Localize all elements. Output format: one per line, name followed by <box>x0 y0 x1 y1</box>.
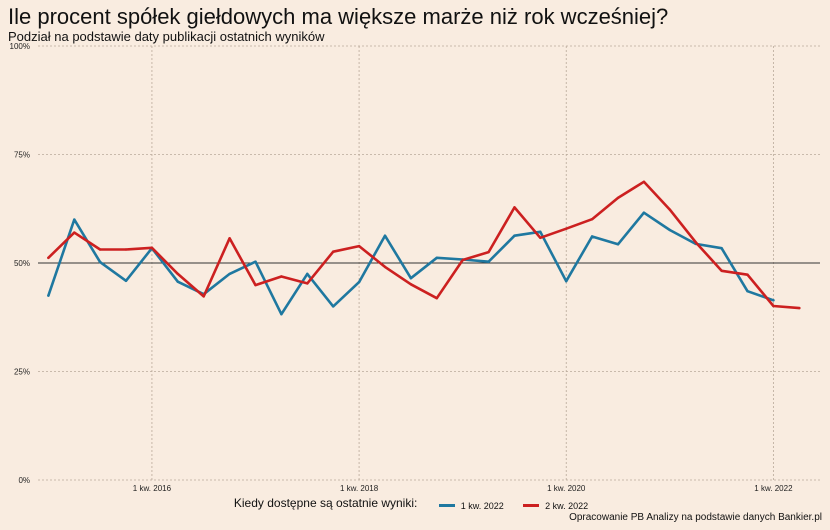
data-point-series-2 <box>124 248 128 251</box>
data-point-series-2 <box>357 244 361 248</box>
data-point-series-1 <box>280 313 283 316</box>
data-point-series-1 <box>98 260 102 264</box>
legend-swatch-series-2 <box>523 504 540 507</box>
data-point-series-2 <box>694 241 697 244</box>
data-point-series-1 <box>746 290 749 293</box>
data-point-series-2 <box>720 269 723 272</box>
data-point-series-1 <box>228 272 231 276</box>
legend-item-series-2: 2 kw. 2022 <box>523 501 588 511</box>
data-point-series-2 <box>73 231 76 234</box>
y-tick-label: 100% <box>10 42 30 51</box>
x-tick-label: 1 kw. 2020 <box>547 484 586 493</box>
data-point-series-2 <box>642 180 646 183</box>
legend-item-series-1: 1 kw. 2022 <box>438 500 504 511</box>
data-point-series-2 <box>487 250 490 254</box>
data-point-series-1 <box>306 272 309 276</box>
x-tick-label: 1 kw. 2016 <box>133 484 172 493</box>
data-point-series-2 <box>228 237 231 240</box>
y-tick-label: 50% <box>14 259 30 268</box>
data-point-series-2 <box>176 272 179 276</box>
data-point-series-1 <box>176 280 179 283</box>
data-point-series-1 <box>539 230 542 233</box>
data-point-series-1 <box>357 280 361 284</box>
data-point-series-1 <box>383 234 387 237</box>
data-point-series-1 <box>642 211 646 214</box>
data-point-series-2 <box>383 265 387 269</box>
data-point-series-2 <box>616 196 620 200</box>
data-point-series-2 <box>590 218 594 221</box>
data-point-series-1 <box>124 279 128 282</box>
data-point-series-1 <box>772 299 775 302</box>
x-tick-label: 1 kw. 2022 <box>754 484 793 493</box>
data-point-series-2 <box>98 248 102 251</box>
source-caption: Opracowanie PB Analizy na podstawie dany… <box>569 512 822 523</box>
data-point-series-1 <box>668 228 671 232</box>
y-tick-label: 25% <box>14 368 30 377</box>
data-point-series-1 <box>435 256 438 259</box>
series-line-2 <box>47 180 801 310</box>
data-point-series-2 <box>280 275 283 278</box>
legend-label-series-2: 2 kw. 2022 <box>545 500 589 511</box>
x-tick-label: 1 kw. 2018 <box>340 484 379 493</box>
data-point-series-1 <box>487 260 490 263</box>
data-point-series-1 <box>590 235 594 238</box>
legend-title: Kiedy dostępne są ostatnie wyniki: <box>233 496 418 510</box>
data-point-series-1 <box>409 277 413 280</box>
data-point-series-1 <box>73 218 76 221</box>
chart-title: Ile procent spółek giełdowych ma większe… <box>8 4 669 29</box>
data-point-series-2 <box>539 236 542 239</box>
data-point-series-2 <box>565 227 568 230</box>
data-point-series-2 <box>332 250 335 253</box>
legend: Kiedy dostępne są ostatnie wyniki: 1 kw.… <box>0 496 830 511</box>
data-point-series-1 <box>254 260 257 263</box>
data-point-series-2 <box>254 283 257 287</box>
data-point-series-2 <box>461 258 464 262</box>
data-point-series-1 <box>565 280 568 283</box>
data-point-series-2 <box>746 273 749 276</box>
data-point-series-2 <box>306 282 309 285</box>
legend-label-series-1: 1 kw. 2022 <box>460 500 504 511</box>
data-point-series-1 <box>332 305 335 308</box>
data-point-series-1 <box>47 294 50 297</box>
data-point-series-2 <box>513 206 516 209</box>
data-point-series-2 <box>668 208 671 211</box>
legend-swatch-series-1 <box>438 504 455 507</box>
y-tick-label: 0% <box>18 476 30 485</box>
chart-subtitle: Podział na podstawie daty publikacji ost… <box>8 29 325 44</box>
data-point-series-1 <box>513 234 516 237</box>
axis-layer: 0% 25% 50% 75% 100% 1 kw. 2016 1 kw. 2018 1 kw.… <box>10 42 820 493</box>
data-point-series-2 <box>798 306 801 310</box>
data-point-series-2 <box>409 283 413 286</box>
data-point-series-2 <box>435 297 438 300</box>
data-point-series-1 <box>616 243 620 246</box>
data-point-series-2 <box>202 295 205 298</box>
y-tick-label: 75% <box>14 151 30 160</box>
data-point-series-2 <box>772 304 775 308</box>
data-point-series-2 <box>150 246 154 249</box>
data-point-series-2 <box>47 256 50 259</box>
series-layer <box>47 180 801 316</box>
data-point-series-1 <box>720 247 723 250</box>
